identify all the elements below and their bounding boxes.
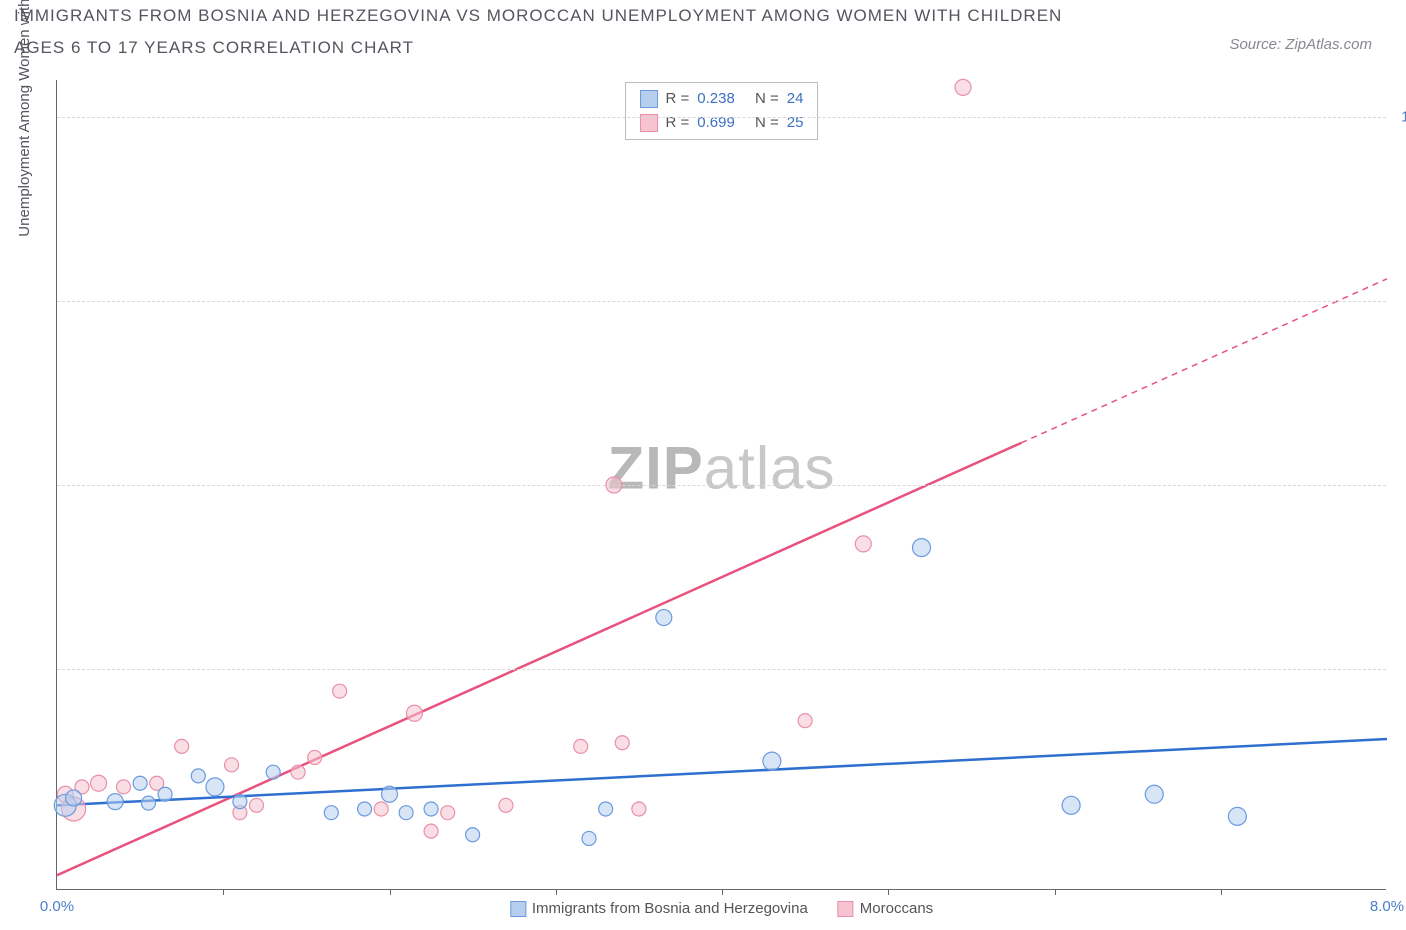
gridline [57,117,1386,118]
source-attribution: Source: ZipAtlas.com [1229,36,1372,53]
r-value-b: 0.699 [697,111,735,135]
r-value-a: 0.238 [697,87,735,111]
series-legend: Immigrants from Bosnia and Herzegovina M… [510,900,933,917]
legend-label-b: Moroccans [860,900,933,917]
ytick-label: 100.0% [1392,108,1406,125]
xtick-label: 8.0% [1370,898,1404,915]
ytick-label: 25.0% [1392,661,1406,678]
xtick-mark [556,889,557,895]
legend-swatch-a-icon [510,901,526,917]
plot-area: ZIPatlas R = 0.238 N = 24 R = 0.699 N = … [56,80,1386,890]
gridline [57,485,1386,486]
stats-row-a: R = 0.238 N = 24 [640,87,804,111]
gridline [57,301,1386,302]
xtick-mark [1055,889,1056,895]
xtick-mark [888,889,889,895]
xtick-mark [722,889,723,895]
stats-row-b: R = 0.699 N = 25 [640,111,804,135]
header: IMMIGRANTS FROM BOSNIA AND HERZEGOVINA V… [14,0,1392,70]
xtick-mark [223,889,224,895]
n-label-a: N = [755,87,779,111]
n-label-b: N = [755,111,779,135]
legend-label-a: Immigrants from Bosnia and Herzegovina [532,900,808,917]
y-axis-label: Unemployment Among Women with Children A… [16,0,33,237]
legend-item-a: Immigrants from Bosnia and Herzegovina [510,900,808,917]
r-label-b: R = [666,111,690,135]
gridline [57,669,1386,670]
stats-legend: R = 0.238 N = 24 R = 0.699 N = 25 [625,82,819,140]
ytick-label: 75.0% [1392,292,1406,309]
xtick-mark [1221,889,1222,895]
xtick-label: 0.0% [40,898,74,915]
xtick-mark [390,889,391,895]
ytick-label: 50.0% [1392,477,1406,494]
r-label-a: R = [666,87,690,111]
legend-item-b: Moroccans [838,900,933,917]
n-value-b: 25 [787,111,804,135]
legend-swatch-b-icon [838,901,854,917]
chart-title: IMMIGRANTS FROM BOSNIA AND HERZEGOVINA V… [14,0,1114,65]
swatch-a-icon [640,90,658,108]
n-value-a: 24 [787,87,804,111]
